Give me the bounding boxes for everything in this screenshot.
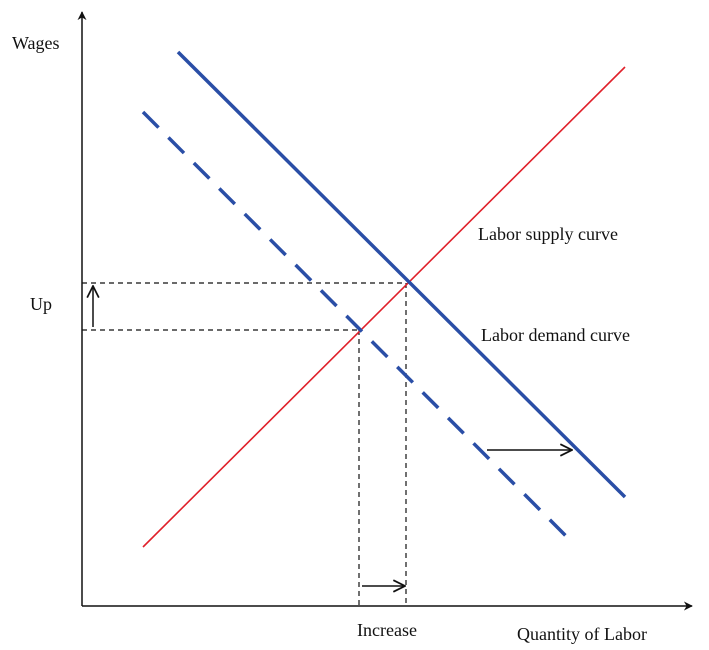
x-axis-label: Quantity of Labor: [517, 624, 647, 644]
demand-label: Labor demand curve: [481, 325, 630, 345]
guides: [82, 282, 407, 606]
demand-curve: [176, 50, 627, 499]
y-axis-label: Wages: [12, 33, 60, 53]
increase-label: Increase: [357, 620, 417, 640]
supply-label: Labor supply curve: [478, 224, 618, 244]
supply-curve: [142, 66, 626, 548]
shifted-demand-curve: [141, 110, 569, 539]
up-label: Up: [30, 294, 52, 314]
